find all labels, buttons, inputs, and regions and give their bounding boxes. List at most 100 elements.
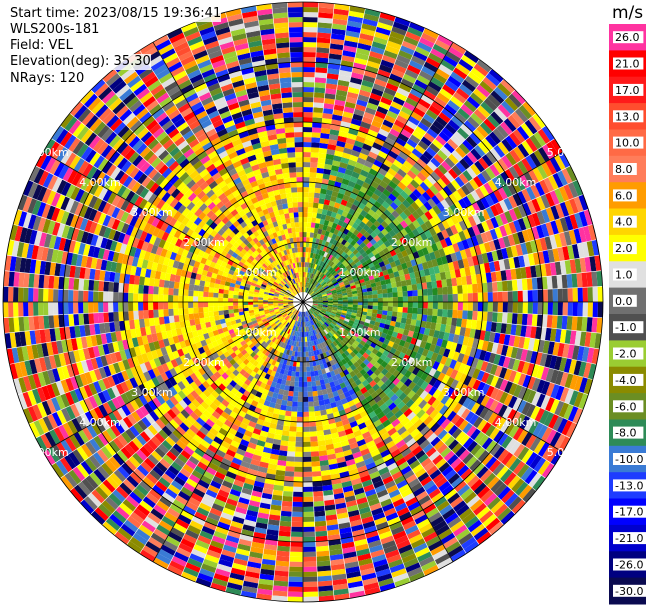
velocity-gate [377,444,388,454]
velocity-gate [476,419,488,432]
velocity-gate [117,527,133,541]
velocity-gate [306,305,311,309]
velocity-gate [309,416,316,422]
velocity-gate [161,425,173,437]
velocity-gate [489,427,501,441]
velocity-gate [367,305,373,310]
velocity-gate [525,451,538,467]
velocity-gate [215,449,226,458]
velocity-gate [390,393,399,403]
velocity-gate [550,449,563,466]
velocity-gate [228,365,236,373]
velocity-gate [314,525,327,532]
velocity-gate [291,308,296,313]
velocity-gate [337,430,347,438]
velocity-gate [333,352,339,359]
velocity-gate [380,432,391,441]
velocity-gate [405,438,417,448]
velocity-gate [476,531,492,545]
velocity-gate [267,519,280,526]
velocity-gate [291,406,298,412]
velocity-gate [282,312,287,317]
velocity-gate [304,311,306,317]
velocity-gate [401,553,417,564]
velocity-gate [147,389,157,400]
velocity-gate [391,385,400,394]
velocity-gate [325,514,338,521]
velocity-gate [515,324,522,337]
velocity-gate [73,484,88,500]
velocity-gate [268,458,278,465]
velocity-gate [443,332,450,341]
velocity-gate [362,577,379,586]
velocity-gate [406,313,413,320]
velocity-gate [321,342,326,348]
velocity-gate [318,359,324,365]
velocity-gate [530,405,541,420]
velocity-gate [447,302,453,310]
velocity-gate [449,325,457,335]
velocity-gate [303,566,318,572]
velocity-gate [229,399,238,407]
velocity-gate [341,418,350,426]
velocity-gate [248,500,261,508]
velocity-gate [163,412,173,423]
velocity-gate [438,480,451,493]
velocity-gate [302,307,303,312]
velocity-gate [227,577,244,586]
velocity-gate [377,302,383,307]
velocity-gate [573,391,584,408]
velocity-gate [596,317,603,334]
velocity-gate [500,510,516,525]
velocity-gate [393,453,404,463]
velocity-gate [311,314,315,319]
velocity-gate [314,515,326,522]
velocity-gate [470,319,477,330]
velocity-gate [574,375,584,392]
velocity-gate [285,380,291,386]
velocity-gate [516,429,529,444]
velocity-gate [64,472,78,488]
velocity-gate [392,572,409,583]
velocity-gate [454,416,465,428]
velocity-gate [173,475,186,487]
velocity-gate [307,303,313,305]
velocity-gate [307,302,313,305]
velocity-gate [208,292,214,298]
velocity-gate [158,316,165,325]
velocity-gate [158,548,174,561]
velocity-gate [365,406,374,415]
velocity-gate [56,442,69,458]
velocity-gate [182,463,195,474]
velocity-gate [376,313,382,319]
velocity-gate [203,302,209,308]
velocity-gate [147,454,160,466]
velocity-gate [294,456,303,462]
ray-separator [240,487,264,596]
velocity-gate [241,417,251,426]
velocity-gate [520,325,527,338]
velocity-gate [455,343,463,353]
velocity-gate [185,384,195,394]
velocity-gate [139,549,156,562]
velocity-gate [467,377,477,389]
velocity-gate [412,375,421,385]
velocity-gate [358,443,369,452]
velocity-gate [313,400,320,407]
velocity-gate [241,585,258,594]
velocity-gate [236,501,249,510]
velocity-gate [282,394,289,401]
velocity-gate [317,314,323,319]
velocity-gate [398,443,409,453]
velocity-gate [292,491,303,497]
velocity-gate [331,311,337,315]
velocity-gate [405,473,418,484]
velocity-gate [549,431,562,447]
velocity-gate [376,489,389,499]
velocity-gate [353,368,360,375]
velocity-gate [47,447,60,463]
velocity-gate [392,530,407,541]
velocity-gate [265,411,274,418]
velocity-gate [384,549,400,559]
velocity-gate [444,435,456,447]
